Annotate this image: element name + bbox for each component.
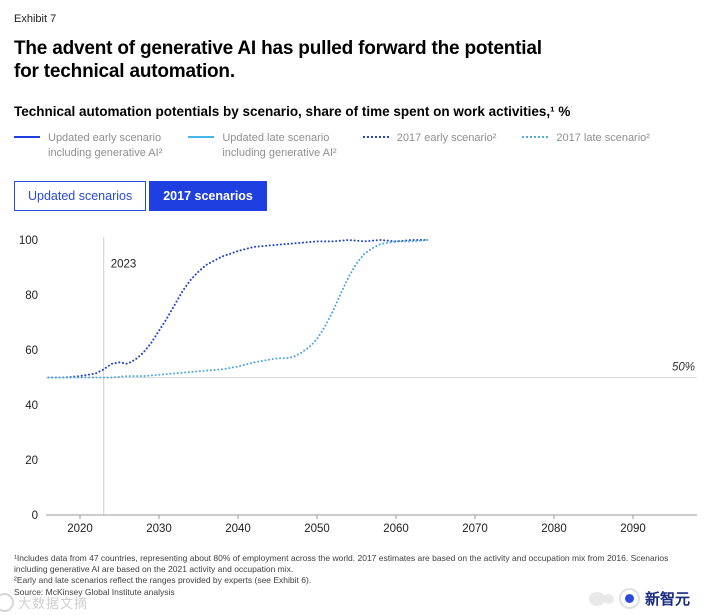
page-title-line2: for technical automation.	[14, 60, 235, 82]
watermark-bottom-left: 大数据文摘	[0, 593, 88, 612]
logo-circle-icon	[618, 588, 640, 609]
legend-label: 2017 late scenario²	[556, 131, 650, 160]
y-tick-label: 100	[19, 235, 38, 247]
watermark-text: 大数据文摘	[18, 596, 89, 611]
legend-label-line: Updated early scenario	[48, 132, 162, 144]
legend-item-updated-early: Updated early scenario including generat…	[14, 131, 162, 160]
legend: Updated early scenario including generat…	[14, 131, 650, 160]
cloud-icon	[588, 591, 605, 606]
y-tick-label: 20	[25, 455, 38, 467]
legend-label-line: including generative AI²	[48, 146, 163, 159]
legend-label-line: Updated late scenario	[222, 132, 330, 144]
scenario-toggle: Updated scenarios 2017 scenarios	[14, 181, 267, 211]
x-tick-label: 2070	[462, 523, 488, 535]
x-tick-label: 2050	[304, 523, 330, 535]
x-tick-label: 2040	[225, 523, 251, 535]
footnotes: ¹Includes data from 47 countries, repres…	[14, 553, 702, 598]
y-tick-label: 40	[25, 400, 38, 412]
page-title-line1: The advent of generative AI has pulled f…	[14, 38, 542, 59]
footnote-2: ²Early and late scenarios reflect the ra…	[14, 575, 312, 586]
x-tick-label: 2020	[67, 523, 93, 535]
chart-subtitle: Technical automation potentials by scena…	[14, 104, 571, 119]
solid-dark-line-swatch-icon	[14, 136, 40, 138]
legend-item-updated-late: Updated late scenario including generati…	[188, 131, 337, 160]
logo-text: 新智元	[644, 591, 690, 608]
legend-label-line: including generative AI²	[222, 146, 337, 159]
x-tick-label: 2090	[620, 523, 646, 535]
y-tick-label: 0	[32, 510, 38, 522]
series-line-2017-early-scenario	[47, 239, 429, 379]
series-line-2017-late-scenario	[47, 239, 429, 379]
legend-label: Updated early scenario including generat…	[48, 131, 162, 160]
x-tick-label: 2060	[383, 523, 409, 535]
legend-label-line: 2017 early scenario²	[396, 132, 497, 144]
legend-label: 2017 early scenario²	[397, 131, 497, 160]
legend-label: Updated late scenario including generati…	[222, 131, 336, 160]
updated-scenarios-button[interactable]: Updated scenarios	[14, 181, 147, 211]
marker-label-2023: 2023	[111, 259, 137, 271]
legend-label-line: 2017 late scenario²	[556, 132, 650, 144]
dotted-light-line-swatch-icon	[522, 136, 549, 138]
y-tick-label: 60	[25, 345, 38, 357]
watermark-circle-icon	[0, 593, 14, 612]
exhibit-label: Exhibit 7	[14, 13, 57, 25]
cloud-icon	[602, 593, 614, 604]
legend-item-2017-late: 2017 late scenario²	[522, 131, 650, 160]
logo-pill: 新智元	[615, 586, 698, 611]
reference-line-label: 50%	[672, 362, 695, 374]
page-title: The advent of generative AI has pulled f…	[14, 38, 542, 84]
legend-item-2017-early: 2017 early scenario²	[362, 131, 497, 160]
x-tick-label: 2080	[541, 523, 567, 535]
dotted-dark-line-swatch-icon	[362, 136, 389, 138]
solid-light-line-swatch-icon	[188, 136, 215, 138]
2017-scenarios-button[interactable]: 2017 scenarios	[149, 181, 267, 211]
xinzhiyuan-logo: 新智元	[588, 586, 698, 611]
y-tick-label: 80	[25, 290, 38, 302]
footnote-1: ¹Includes data from 47 countries, repres…	[14, 553, 669, 575]
source-line: Source: McKinsey Global Institute analys…	[14, 586, 175, 597]
x-tick-label: 2030	[146, 523, 172, 535]
